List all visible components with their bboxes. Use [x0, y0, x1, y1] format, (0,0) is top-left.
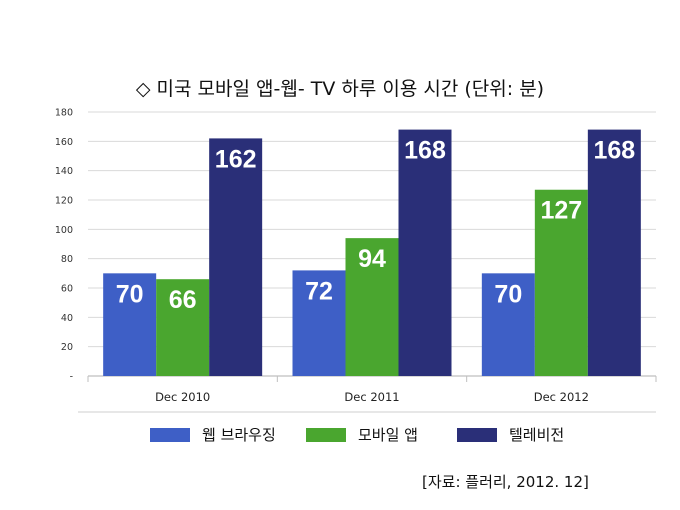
legend-label-app: 모바일 앱 [358, 426, 418, 444]
legend-item-tv: 텔레비전 [457, 424, 564, 445]
bar-chart: - 20 40 60 80 100 120 140 160 180 70 66 162 Dec 2010 7… [55, 108, 657, 413]
legend-swatch-tv [457, 427, 497, 442]
legend-label-tv: 텔레비전 [509, 426, 565, 444]
y-tick-label: 140 [55, 166, 73, 177]
bar [587, 129, 641, 376]
bar [481, 273, 535, 376]
bar-value-label: 70 [494, 280, 522, 308]
legend-label-web: 웹 브라우징 [202, 426, 276, 444]
bar [398, 129, 452, 376]
y-tick-label: 60 [61, 284, 73, 295]
bar-value-label: 70 [116, 280, 144, 308]
bar [103, 273, 157, 376]
y-tick-label: 20 [61, 342, 73, 353]
x-tick-label: Dec 2010 [155, 390, 210, 404]
bar [345, 238, 399, 376]
bar-value-label: 168 [404, 137, 446, 165]
y-tick-label: 80 [61, 254, 73, 265]
legend-item-web: 웹 브라우징 [150, 424, 276, 445]
bar-value-label: 168 [593, 137, 635, 165]
y-tick-label: 40 [61, 313, 73, 324]
legend: 웹 브라우징 모바일 앱 텔레비전 [0, 424, 680, 454]
bar-value-label: 127 [540, 197, 582, 225]
bar-value-label: 162 [215, 145, 257, 173]
legend-item-app: 모바일 앱 [306, 424, 418, 445]
x-tick-label: Dec 2011 [344, 390, 399, 404]
y-tick-label: 160 [55, 137, 73, 148]
chart-title: ◇ 미국 모바일 앱-웹- TV 하루 이용 시간 (단위: 분) [135, 78, 545, 100]
y-tick-label: - [70, 372, 73, 383]
bar [292, 270, 346, 376]
bar [209, 138, 263, 376]
bar-value-label: 66 [169, 286, 197, 314]
y-tick-label: 100 [55, 225, 73, 236]
legend-swatch-app [306, 427, 346, 442]
legend-swatch-web [150, 427, 190, 442]
y-tick-label: 120 [55, 196, 73, 207]
source-note: [자료: 플러리, 2012. 12] [422, 473, 589, 491]
x-tick-label: Dec 2012 [534, 390, 589, 404]
bar [156, 279, 210, 376]
bar-value-label: 72 [305, 277, 333, 305]
bar-value-label: 94 [358, 245, 386, 273]
bar [534, 189, 588, 376]
y-tick-label: 180 [55, 108, 73, 119]
